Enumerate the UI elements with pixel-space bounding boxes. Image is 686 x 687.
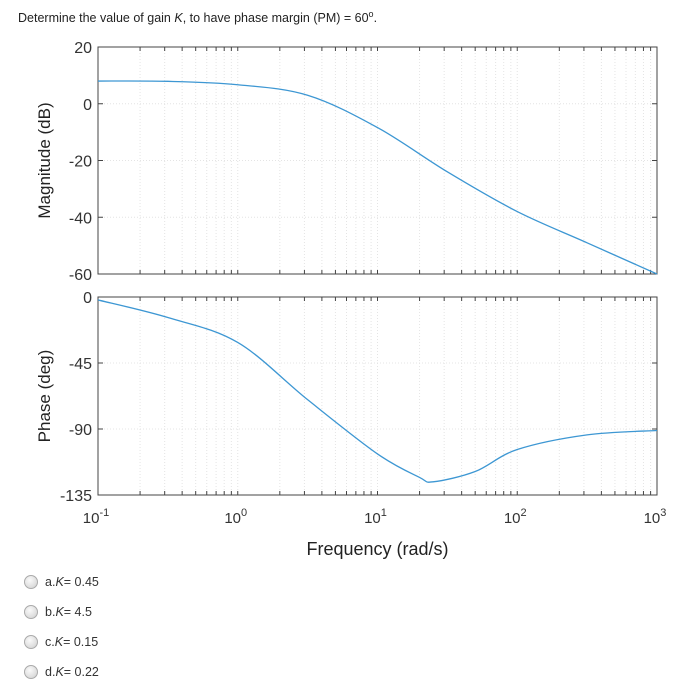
y-axis-label: Magnitude (dB) [35,102,54,218]
y-axis-label: Phase (deg) [35,350,54,443]
option-d[interactable]: d. K = 0.22 [24,665,99,679]
series-line [97,80,658,275]
option-letter: a. [45,575,56,589]
question-text: Determine the value of gain K, to have p… [18,9,377,25]
axes-box [97,296,658,496]
x-tick-label: 100 [224,507,247,527]
x-tick-exponent: 3 [660,507,666,519]
radio-c[interactable] [24,635,38,649]
y-tick-label: -20 [69,154,92,171]
axes-box [97,46,658,275]
radio-a[interactable] [24,575,38,589]
series-line [97,299,658,483]
option-var: K [54,635,64,649]
y-tick-label: 20 [74,40,92,57]
x-tick-label: 101 [364,507,387,527]
question-end: . [373,11,378,26]
option-letter: c. [45,635,55,649]
y-tick-label: -90 [69,422,92,439]
y-tick-label: -45 [69,356,92,373]
degree-sup: o [368,9,374,19]
question-prefix: Determine the value of gain [18,11,175,26]
x-tick-exponent: 1 [381,507,387,519]
option-value: = 0.45 [63,575,99,589]
y-tick-label: 0 [83,290,92,307]
option-letter: b. [45,605,56,619]
option-c[interactable]: c. K = 0.15 [24,635,98,649]
radio-d[interactable] [24,665,38,679]
question-var: K [174,11,183,26]
option-value: = 0.22 [63,665,99,679]
option-value: = 4.5 [63,605,92,619]
x-tick-label: 103 [644,507,667,527]
option-var: K [55,665,64,679]
option-b[interactable]: b. K = 4.5 [24,605,92,619]
radio-b[interactable] [24,605,38,619]
x-tick-label: 102 [504,507,527,527]
y-tick-label: -60 [69,267,92,284]
question-suffix: , to have phase margin (PM) = 60 [182,11,369,26]
x-tick-exponent: 0 [241,507,247,519]
y-tick-label: -135 [60,488,92,505]
x-tick-exponent: 2 [521,507,527,519]
x-tick-exponent: -1 [99,507,109,519]
y-tick-label: 0 [83,97,92,114]
x-tick-label: 10-1 [83,507,109,527]
x-axis-label: Frequency (rad/s) [306,539,448,559]
option-a[interactable]: a. K = 0.45 [24,575,99,589]
option-var: K [55,605,64,619]
option-letter: d. [45,665,56,679]
option-var: K [55,575,64,589]
option-value: = 0.15 [63,635,99,649]
y-tick-label: -40 [69,210,92,227]
